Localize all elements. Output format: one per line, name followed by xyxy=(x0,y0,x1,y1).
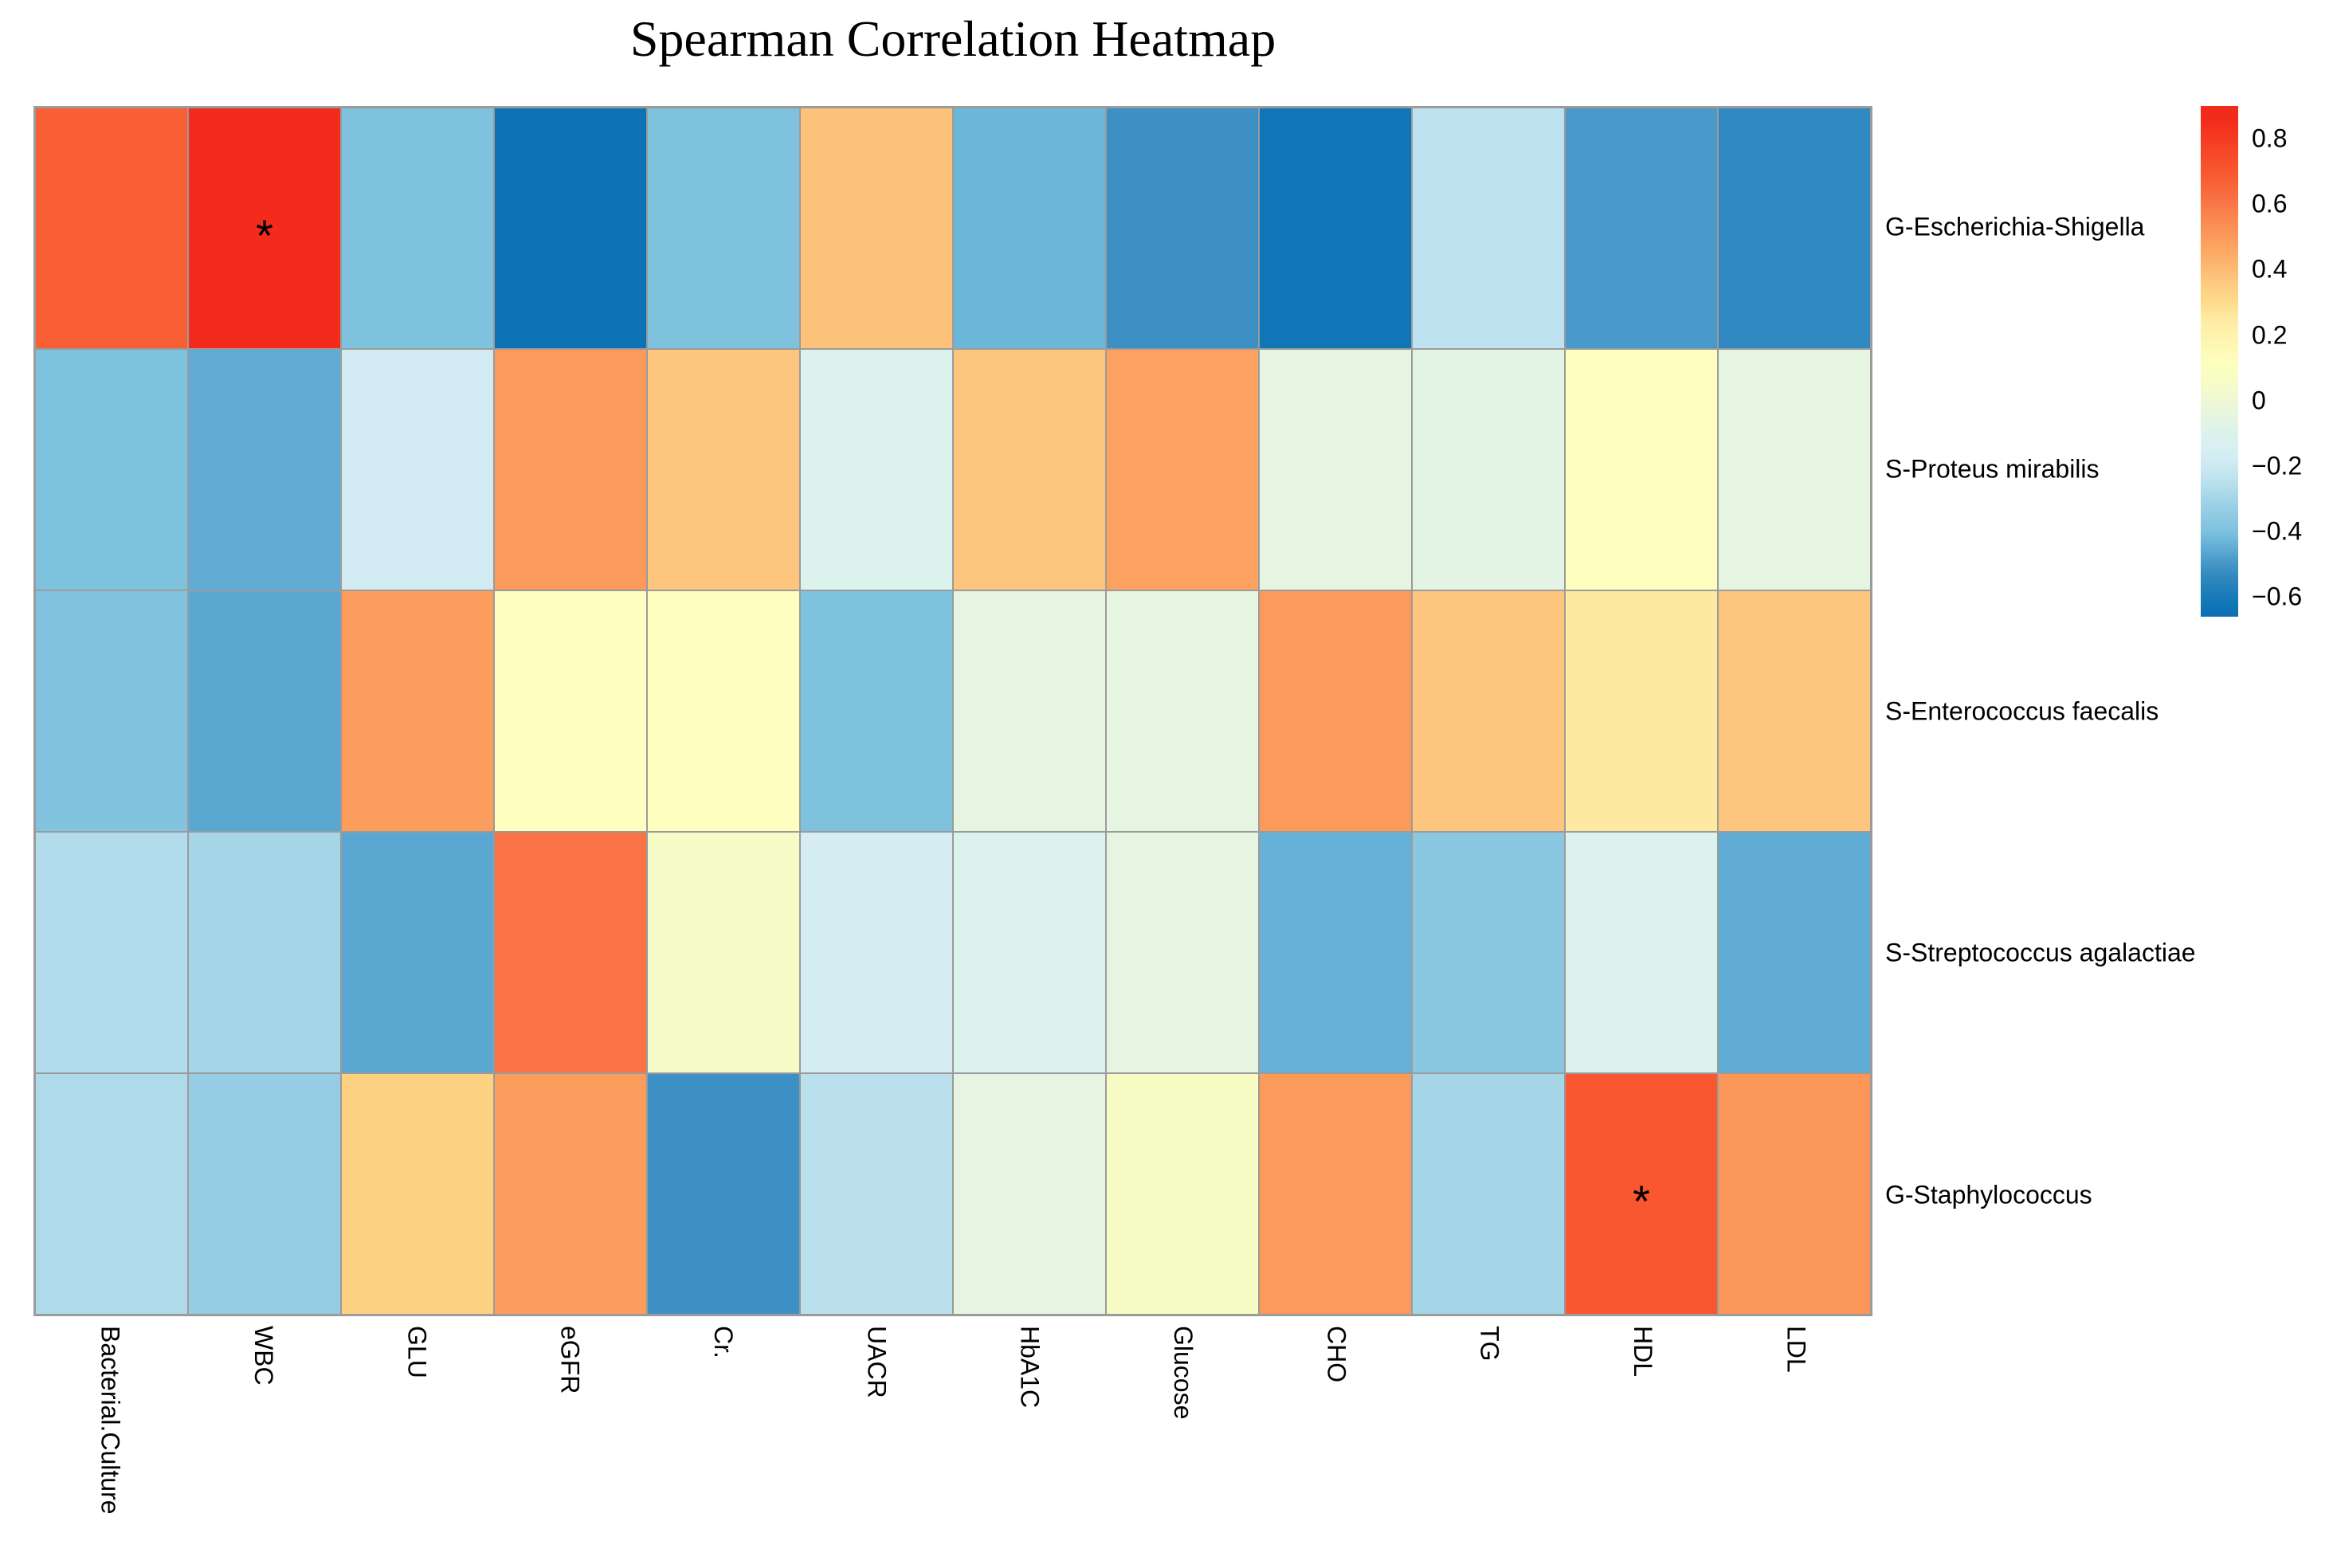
row-label: S-Enterococcus faecalis xyxy=(1885,696,2159,725)
colorbar-tick-label: −0.2 xyxy=(2252,451,2303,480)
heatmap-cell xyxy=(1106,349,1259,590)
heatmap-cell xyxy=(647,832,800,1073)
column-label: UACR xyxy=(862,1326,892,1398)
heatmap-cell xyxy=(341,108,494,349)
heatmap-cell xyxy=(341,590,494,832)
heatmap-cell xyxy=(1718,832,1871,1073)
column-label: GLU xyxy=(402,1326,432,1378)
column-label: Cr. xyxy=(709,1326,738,1358)
heatmap-cell xyxy=(35,108,188,349)
heatmap-cell xyxy=(953,1073,1106,1315)
heatmap-cell xyxy=(647,349,800,590)
heatmap-cell xyxy=(1565,590,1718,832)
heatmap-cell xyxy=(1412,1073,1565,1315)
heatmap-cell xyxy=(800,832,953,1073)
column-label: Bacterial.Culture xyxy=(96,1326,125,1515)
heatmap-cell xyxy=(1718,349,1871,590)
heatmap-cell xyxy=(800,590,953,832)
heatmap-cell xyxy=(1259,108,1412,349)
colorbar-tick-label: −0.4 xyxy=(2252,516,2303,546)
heatmap-cell xyxy=(494,590,647,832)
heatmap-cell xyxy=(1412,349,1565,590)
significance-star: * xyxy=(256,210,273,261)
heatmap-cell xyxy=(1259,349,1412,590)
column-label: LDL xyxy=(1782,1326,1811,1373)
row-label: S-Proteus mirabilis xyxy=(1885,454,2100,484)
heatmap-cell xyxy=(800,108,953,349)
heatmap-cell xyxy=(1565,108,1718,349)
row-label: G-Staphylococcus xyxy=(1885,1180,2092,1209)
column-label: CHO xyxy=(1322,1326,1351,1383)
column-label: WBC xyxy=(249,1326,278,1386)
heatmap-cell xyxy=(1412,832,1565,1073)
chart-title: Spearman Correlation Heatmap xyxy=(629,10,1276,67)
heatmap-cell xyxy=(1106,108,1259,349)
column-label: TG xyxy=(1475,1326,1504,1362)
heatmap-cell xyxy=(341,1073,494,1315)
column-label: HDL xyxy=(1629,1326,1657,1378)
heatmap-cell xyxy=(35,1073,188,1315)
heatmap-cell xyxy=(1565,832,1718,1073)
heatmap-cell xyxy=(1718,1073,1871,1315)
colorbar-gradient xyxy=(2201,106,2238,617)
heatmap-cell xyxy=(1259,1073,1412,1315)
heatmap-cell xyxy=(188,1073,341,1315)
heatmap-cell xyxy=(1106,832,1259,1073)
heatmap-cell xyxy=(35,590,188,832)
colorbar-tick-label: 0.4 xyxy=(2252,254,2288,284)
heatmap-cell xyxy=(953,832,1106,1073)
heatmap-cell xyxy=(1259,832,1412,1073)
heatmap-cell xyxy=(953,349,1106,590)
colorbar-tick-label: −0.6 xyxy=(2252,582,2303,611)
column-label: eGFR xyxy=(555,1326,585,1394)
significance-star: * xyxy=(1633,1175,1650,1226)
heatmap-cell xyxy=(800,349,953,590)
row-label: S-Streptococcus agalactiae xyxy=(1885,938,2196,967)
heatmap-cell xyxy=(341,832,494,1073)
heatmap-cell xyxy=(1412,108,1565,349)
heatmap-cell xyxy=(953,590,1106,832)
heatmap-cell xyxy=(188,832,341,1073)
heatmap-cell xyxy=(647,590,800,832)
column-label: HbA1C xyxy=(1015,1326,1045,1409)
heatmap-cell xyxy=(494,108,647,349)
heatmap-cell xyxy=(188,590,341,832)
heatmap-cell xyxy=(188,349,341,590)
heatmap-cell xyxy=(953,108,1106,349)
heatmap-cell xyxy=(1259,590,1412,832)
colorbar-tick-label: 0.8 xyxy=(2252,123,2288,153)
heatmap-cell xyxy=(1412,590,1565,832)
heatmap-cell xyxy=(35,349,188,590)
row-label: G-Escherichia-Shigella xyxy=(1885,212,2145,241)
heatmap-cell xyxy=(1565,349,1718,590)
colorbar-tick-label: 0.6 xyxy=(2252,189,2288,218)
heatmap-cell xyxy=(494,1073,647,1315)
heatmap-cell: * xyxy=(188,108,341,349)
heatmap-cell xyxy=(35,832,188,1073)
heatmap-cell xyxy=(1106,1073,1259,1315)
heatmap-cell xyxy=(800,1073,953,1315)
colorbar-tick-label: 0.2 xyxy=(2252,320,2288,350)
heatmap-cell: * xyxy=(1565,1073,1718,1315)
heatmap-cell xyxy=(494,349,647,590)
heatmap-grid: * * xyxy=(33,106,1872,1316)
column-label: Glucose xyxy=(1169,1326,1198,1420)
heatmap-cell xyxy=(1106,590,1259,832)
heatmap-cell xyxy=(1718,590,1871,832)
heatmap-cell xyxy=(341,349,494,590)
heatmap-cell xyxy=(647,108,800,349)
colorbar-tick-label: 0 xyxy=(2252,386,2266,415)
heatmap-cell xyxy=(494,832,647,1073)
heatmap-cell xyxy=(647,1073,800,1315)
heatmap-cell xyxy=(1718,108,1871,349)
